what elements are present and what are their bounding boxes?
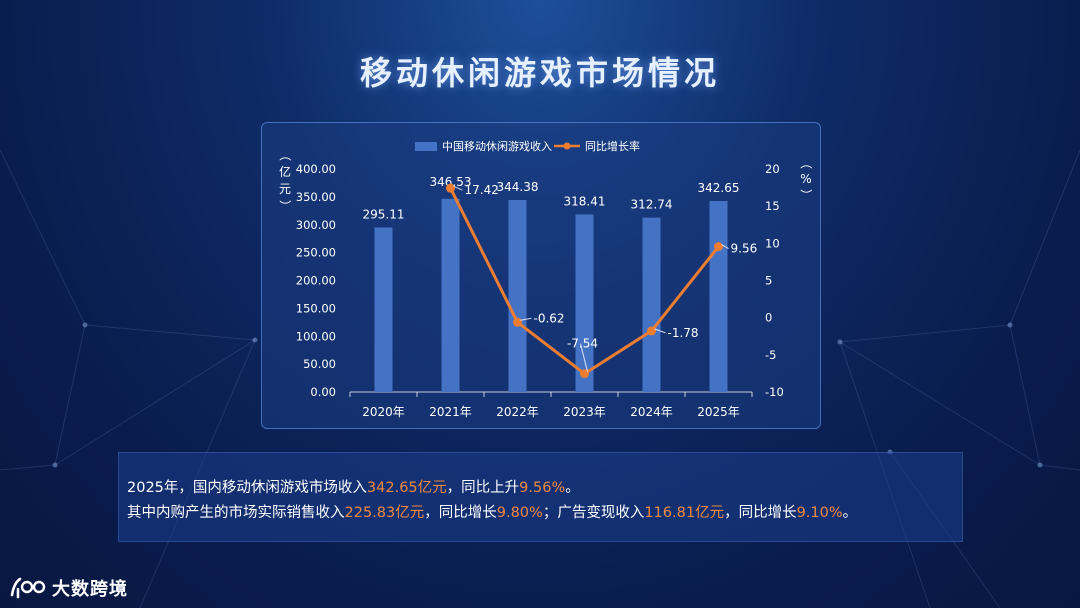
right-axis-tick: -10 [765,385,784,399]
right-axis-tick: 5 [765,274,772,288]
left-axis-unit-char: （ [278,149,292,161]
bar [374,227,393,392]
left-axis-tick: 0.00 [310,385,336,399]
left-axis-tick: 200.00 [296,274,336,288]
right-axis-tick: 15 [765,199,780,213]
legend-label-line: 同比增长率 [585,139,640,153]
summary-highlight: 116.81亿元 [644,505,725,521]
bar [709,200,728,392]
bar [642,217,661,392]
right-axis-tick: -5 [765,348,776,362]
right-axis-tick: 10 [765,236,780,250]
legend-label-bar: 中国移动休闲游戏收入 [442,139,552,153]
right-axis-tick: 20 [765,162,780,176]
bar-data-label: 295.11 [363,207,405,221]
line-data-label: -1.78 [668,326,699,340]
bar [575,214,594,392]
bar-data-label: 312.74 [631,198,673,212]
summary-highlight: 342.65亿元 [366,480,447,496]
summary-box: 2025年，国内移动休闲游戏市场收入342.65亿元，同比上升9.56%。 其中… [118,452,963,542]
growth-rate-point [580,369,589,379]
growth-rate-point [714,242,723,252]
line-label-leader [654,328,666,334]
line-data-label: 17.42 [465,183,499,197]
growth-rate-point [446,183,455,193]
x-axis-category-label: 2024年 [630,405,673,419]
summary-highlight: 9.10% [796,505,843,521]
bar-data-label: 346.53 [430,175,472,189]
left-axis-tick: 400.00 [296,162,336,176]
brand-logo: 大数跨境 [10,574,128,602]
growth-rate-point [647,326,656,336]
summary-text: 其中内购产生的市场实际销售收入 [127,505,345,521]
line-data-label: -0.62 [534,311,565,325]
left-axis-tick: 350.00 [296,190,336,204]
right-axis-tick: 0 [765,311,772,325]
left-axis-unit-char: 亿 [279,164,291,179]
bar-data-label: 318.41 [564,194,606,208]
summary-text: ，同比增长 [724,505,797,521]
legend-marker-line [563,142,571,150]
left-axis-tick: 150.00 [296,301,336,315]
left-axis-tick: 50.00 [303,357,336,371]
x-axis-category-label: 2022年 [496,405,539,419]
brand-mark-icon [10,577,46,599]
x-axis-category-label: 2021年 [429,405,472,419]
brand-name: 大数跨境 [52,579,128,600]
legend-swatch-bar [415,142,437,151]
summary-text: ；广告变现收入 [542,505,645,521]
bar [508,200,527,392]
left-axis-unit-char: ） [278,200,292,212]
line-label-leader [580,343,588,372]
right-axis-unit-char: （ [799,157,813,169]
bar-data-label: 344.38 [497,180,539,194]
page-title: 移动休闲游戏市场情况 [359,54,720,92]
x-axis-category-label: 2023年 [563,405,606,419]
summary-text: ，同比增长 [424,505,497,521]
x-axis-category-label: 2020年 [362,405,405,419]
left-axis-tick: 250.00 [296,246,336,260]
combo-chart: 中国移动休闲游戏收入 同比增长率 0.00 50.00 100.00 150.00 200.… [278,139,813,419]
bar-data-label: 342.65 [698,181,740,195]
summary-text: ，同比上升 [446,480,520,496]
line-data-label: -7.54 [567,337,598,351]
summary-line-1: 2025年，国内移动休闲游戏市场收入342.65亿元，同比上升9.56%。 [127,476,580,497]
summary-text: 2025年，国内移动休闲游戏市场收入 [127,480,367,496]
summary-highlight: 9.56% [519,480,566,496]
growth-rate-point [513,317,522,327]
summary-highlight: 9.80% [496,505,543,521]
summary-highlight: 225.83亿元 [344,505,425,521]
left-axis-tick: 300.00 [296,218,336,232]
left-axis-unit-char: 元 [279,182,291,196]
line-label-leader [520,317,532,321]
line-label-leader [721,244,729,250]
summary-line-2: 其中内购产生的市场实际销售收入225.83亿元，同比增长9.80%；广告变现收入… [127,501,857,522]
line-label-leader [453,185,463,191]
summary-text: 。 [842,505,858,521]
right-axis-unit-char: ） [799,189,813,201]
left-axis-tick: 100.00 [296,329,336,343]
line-data-label: 9.56 [731,242,758,256]
x-axis-category-label: 2025年 [697,405,740,419]
summary-text: 。 [565,480,580,496]
chart-panel: 中国移动休闲游戏收入 同比增长率 0.00 50.00 100.00 150.00 200.… [261,122,821,429]
right-axis-unit-char: % [800,172,811,186]
bar [441,198,460,392]
